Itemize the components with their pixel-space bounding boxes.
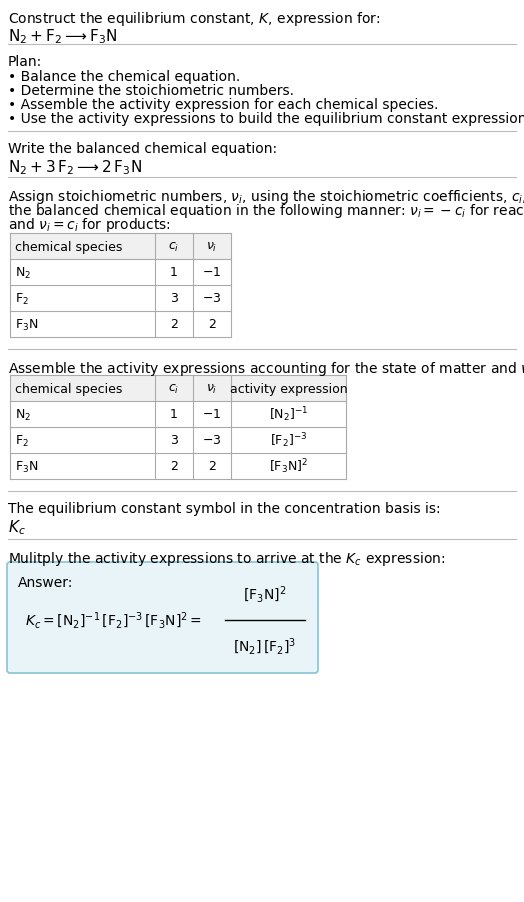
Text: $\nu_i$: $\nu_i$ [206,240,217,253]
Bar [10,234,231,260]
Text: the balanced chemical equation in the following manner: $\nu_i = -c_i$ for react: the balanced chemical equation in the fo… [8,202,524,220]
Text: Write the balanced chemical equation:: Write the balanced chemical equation: [8,142,277,156]
Text: Assign stoichiometric numbers, $\nu_i$, using the stoichiometric coefficients, $: Assign stoichiometric numbers, $\nu_i$, … [8,188,524,206]
Text: $\mathrm{F_3N}$: $\mathrm{F_3N}$ [15,318,38,332]
Text: • Use the activity expressions to build the equilibrium constant expression.: • Use the activity expressions to build … [8,112,524,126]
Text: 3: 3 [170,292,178,305]
Text: • Balance the chemical equation.: • Balance the chemical equation. [8,70,240,84]
Text: 1: 1 [170,266,178,280]
Text: $-1$: $-1$ [202,408,222,421]
Text: 1: 1 [170,408,178,421]
Text: $\mathrm{N_2}$: $\mathrm{N_2}$ [15,407,31,422]
Text: 2: 2 [170,460,178,473]
Text: The equilibrium constant symbol in the concentration basis is:: The equilibrium constant symbol in the c… [8,502,441,515]
Text: 2: 2 [208,318,216,331]
Bar [10,375,346,401]
Text: $[\mathrm{N_2}]^{-1}$: $[\mathrm{N_2}]^{-1}$ [269,405,308,424]
Text: $\mathrm{N_2}$: $\mathrm{N_2}$ [15,265,31,281]
Text: $c_i$: $c_i$ [168,240,180,253]
Text: Assemble the activity expressions accounting for the state of matter and $\nu_i$: Assemble the activity expressions accoun… [8,360,524,378]
Text: $-3$: $-3$ [202,434,222,447]
Text: chemical species: chemical species [15,382,123,395]
Text: Plan:: Plan: [8,55,42,69]
Text: $-3$: $-3$ [202,292,222,305]
Text: $\nu_i$: $\nu_i$ [206,382,217,395]
Text: $\mathrm{F_2}$: $\mathrm{F_2}$ [15,291,29,306]
Text: $K_c = [\mathrm{N_2}]^{-1}\,[\mathrm{F_2}]^{-3}\,[\mathrm{F_3N}]^2 = $: $K_c = [\mathrm{N_2}]^{-1}\,[\mathrm{F_2… [25,610,202,630]
Text: Construct the equilibrium constant, $K$, expression for:: Construct the equilibrium constant, $K$,… [8,10,380,28]
Text: Answer:: Answer: [18,575,73,589]
Text: and $\nu_i = c_i$ for products:: and $\nu_i = c_i$ for products: [8,216,171,234]
Text: Mulitply the activity expressions to arrive at the $K_c$ expression:: Mulitply the activity expressions to arr… [8,549,445,567]
Text: 2: 2 [170,318,178,331]
Text: $[\mathrm{N_2}]\,[\mathrm{F_2}]^3$: $[\mathrm{N_2}]\,[\mathrm{F_2}]^3$ [233,636,297,657]
Text: • Assemble the activity expression for each chemical species.: • Assemble the activity expression for e… [8,98,439,112]
Text: $\mathrm{F_3N}$: $\mathrm{F_3N}$ [15,459,38,474]
Text: $[\mathrm{F_3N}]^2$: $[\mathrm{F_3N}]^2$ [243,584,287,604]
Text: $[\mathrm{F_2}]^{-3}$: $[\mathrm{F_2}]^{-3}$ [270,431,307,450]
Text: activity expression: activity expression [230,382,347,395]
Text: $\mathrm{N_2 + F_2 \longrightarrow F_3N}$: $\mathrm{N_2 + F_2 \longrightarrow F_3N}… [8,27,117,46]
Text: $-1$: $-1$ [202,266,222,280]
Text: $\mathrm{N_2 + 3\,F_2 \longrightarrow 2\,F_3N}$: $\mathrm{N_2 + 3\,F_2 \longrightarrow 2\… [8,158,142,177]
Text: • Determine the stoichiometric numbers.: • Determine the stoichiometric numbers. [8,84,294,98]
Text: $[\mathrm{F_3N}]^2$: $[\mathrm{F_3N}]^2$ [269,457,308,476]
Text: 3: 3 [170,434,178,447]
Text: chemical species: chemical species [15,240,123,253]
Text: 2: 2 [208,460,216,473]
Text: $K_c$: $K_c$ [8,518,26,536]
Text: $\mathrm{F_2}$: $\mathrm{F_2}$ [15,433,29,448]
FancyBboxPatch shape [7,562,318,673]
Text: $c_i$: $c_i$ [168,382,180,395]
